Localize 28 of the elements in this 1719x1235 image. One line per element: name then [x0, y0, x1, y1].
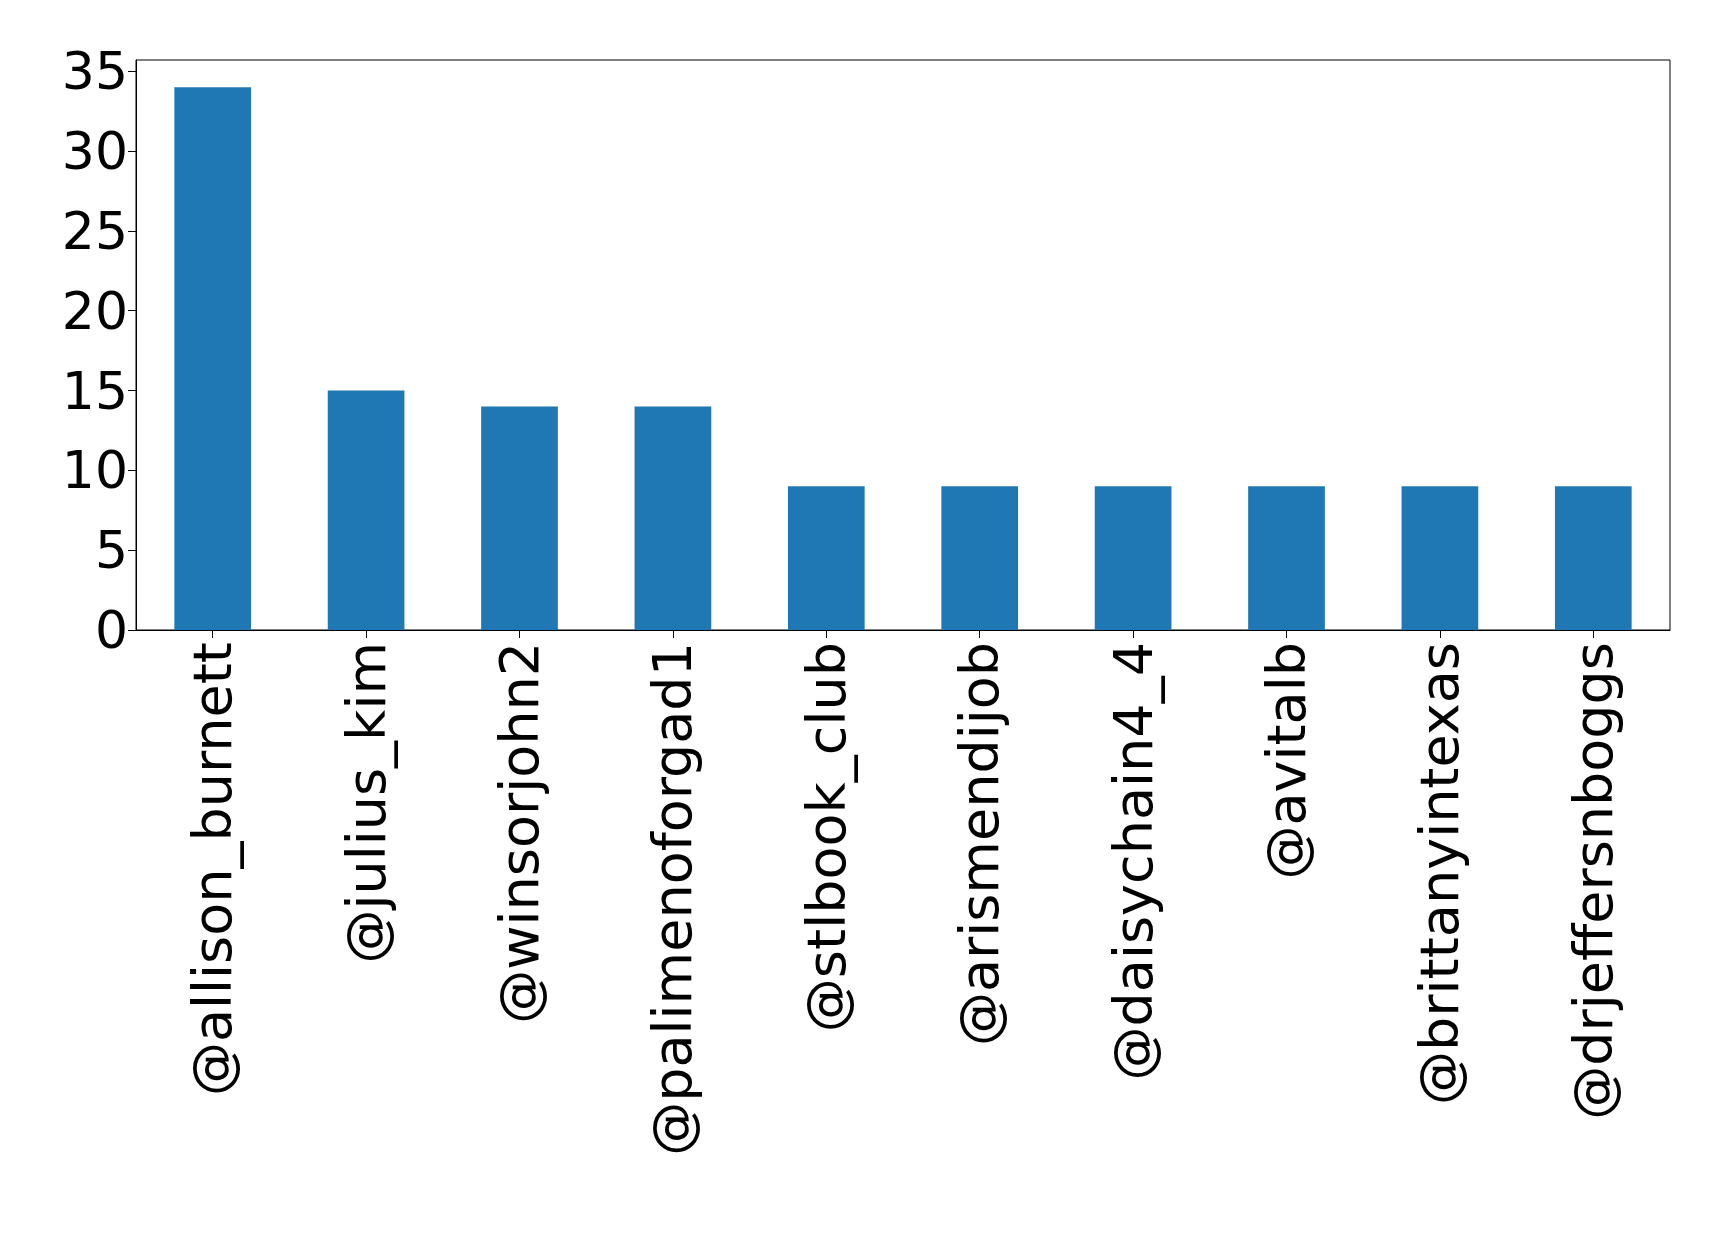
y-tick-label: 20 — [61, 280, 128, 341]
bar — [787, 486, 865, 630]
x-tick-label: @stlbook_club — [794, 642, 858, 1033]
y-tick-label: 0 — [94, 600, 128, 660]
y-tick-label: 25 — [61, 200, 128, 261]
y-tick-label: 35 — [61, 41, 128, 102]
bar — [174, 87, 252, 630]
x-tick-label: @brittanyintexas — [1408, 642, 1472, 1105]
bar — [481, 406, 558, 630]
bar — [941, 486, 1019, 630]
x-tick-label: @daisychain4_4 — [1101, 642, 1165, 1081]
bar — [1094, 486, 1172, 630]
bar — [1401, 486, 1479, 630]
bar — [1248, 486, 1325, 630]
x-tick-label: @arismendijob — [948, 642, 1012, 1047]
x-tick-label: @drjeffersnboggs — [1561, 642, 1625, 1120]
y-tick-label: 15 — [61, 360, 128, 421]
x-tick-label: @palimenoforgad1 — [641, 642, 705, 1156]
bar — [1554, 486, 1632, 630]
bar — [634, 406, 712, 630]
x-tick-label: @julius_kim — [334, 642, 398, 964]
y-tick-label: 5 — [94, 520, 128, 581]
x-tick-label: @avitalb — [1255, 642, 1318, 880]
y-tick-label: 10 — [61, 440, 128, 501]
x-tick-label: @winsorjohn2 — [488, 642, 551, 1024]
bar — [327, 390, 405, 630]
x-tick-label: @allison_burnett — [181, 642, 245, 1097]
y-tick-label: 30 — [61, 121, 128, 182]
